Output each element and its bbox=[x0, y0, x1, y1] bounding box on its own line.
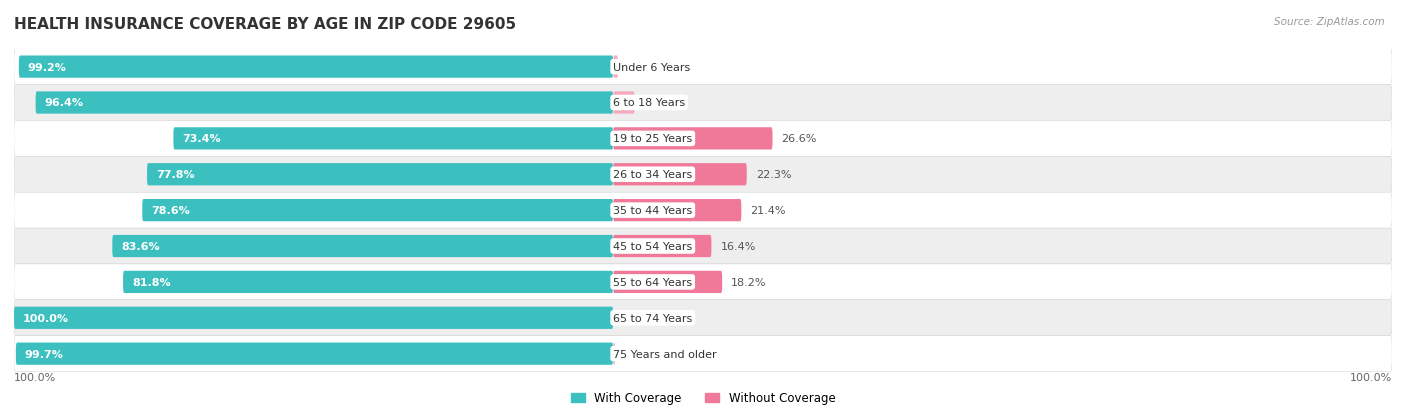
Text: Under 6 Years: Under 6 Years bbox=[613, 62, 690, 72]
Text: 22.3%: 22.3% bbox=[755, 170, 792, 180]
FancyBboxPatch shape bbox=[18, 56, 613, 78]
FancyBboxPatch shape bbox=[613, 128, 772, 150]
Text: 78.6%: 78.6% bbox=[152, 206, 190, 216]
Text: 3.6%: 3.6% bbox=[644, 98, 672, 108]
Text: 16.4%: 16.4% bbox=[720, 242, 756, 252]
Text: 75 Years and older: 75 Years and older bbox=[613, 349, 717, 359]
Text: 99.2%: 99.2% bbox=[28, 62, 66, 72]
Text: Source: ZipAtlas.com: Source: ZipAtlas.com bbox=[1274, 17, 1385, 26]
FancyBboxPatch shape bbox=[112, 235, 613, 258]
FancyBboxPatch shape bbox=[14, 85, 1392, 121]
FancyBboxPatch shape bbox=[173, 128, 613, 150]
FancyBboxPatch shape bbox=[613, 199, 741, 222]
FancyBboxPatch shape bbox=[613, 343, 616, 365]
Text: 6 to 18 Years: 6 to 18 Years bbox=[613, 98, 685, 108]
FancyBboxPatch shape bbox=[613, 92, 634, 114]
FancyBboxPatch shape bbox=[613, 164, 747, 186]
Text: 26.6%: 26.6% bbox=[782, 134, 817, 144]
FancyBboxPatch shape bbox=[15, 343, 613, 365]
Text: 96.4%: 96.4% bbox=[45, 98, 83, 108]
Text: 99.7%: 99.7% bbox=[25, 349, 63, 359]
Legend: With Coverage, Without Coverage: With Coverage, Without Coverage bbox=[571, 392, 835, 404]
FancyBboxPatch shape bbox=[14, 193, 1392, 228]
FancyBboxPatch shape bbox=[14, 228, 1392, 264]
FancyBboxPatch shape bbox=[35, 92, 613, 114]
Text: 83.6%: 83.6% bbox=[121, 242, 160, 252]
FancyBboxPatch shape bbox=[613, 235, 711, 258]
Text: 81.8%: 81.8% bbox=[132, 277, 170, 287]
FancyBboxPatch shape bbox=[14, 307, 613, 329]
Text: 26 to 34 Years: 26 to 34 Years bbox=[613, 170, 692, 180]
Text: 55 to 64 Years: 55 to 64 Years bbox=[613, 277, 692, 287]
FancyBboxPatch shape bbox=[148, 164, 613, 186]
FancyBboxPatch shape bbox=[14, 121, 1392, 157]
FancyBboxPatch shape bbox=[14, 50, 1392, 85]
Text: 0.81%: 0.81% bbox=[627, 62, 662, 72]
FancyBboxPatch shape bbox=[14, 300, 1392, 336]
Text: 77.8%: 77.8% bbox=[156, 170, 194, 180]
FancyBboxPatch shape bbox=[142, 199, 613, 222]
Text: 100.0%: 100.0% bbox=[1350, 372, 1392, 382]
Text: 100.0%: 100.0% bbox=[14, 372, 56, 382]
FancyBboxPatch shape bbox=[124, 271, 613, 293]
Text: HEALTH INSURANCE COVERAGE BY AGE IN ZIP CODE 29605: HEALTH INSURANCE COVERAGE BY AGE IN ZIP … bbox=[14, 17, 516, 31]
FancyBboxPatch shape bbox=[613, 56, 619, 78]
Text: 65 to 74 Years: 65 to 74 Years bbox=[613, 313, 692, 323]
Text: 35 to 44 Years: 35 to 44 Years bbox=[613, 206, 692, 216]
Text: 21.4%: 21.4% bbox=[751, 206, 786, 216]
FancyBboxPatch shape bbox=[14, 336, 1392, 372]
Text: 100.0%: 100.0% bbox=[22, 313, 69, 323]
FancyBboxPatch shape bbox=[14, 157, 1392, 193]
FancyBboxPatch shape bbox=[613, 271, 723, 293]
Text: 45 to 54 Years: 45 to 54 Years bbox=[613, 242, 692, 252]
FancyBboxPatch shape bbox=[14, 264, 1392, 300]
Text: 18.2%: 18.2% bbox=[731, 277, 766, 287]
Text: 0.35%: 0.35% bbox=[624, 349, 659, 359]
Text: 0.0%: 0.0% bbox=[621, 313, 651, 323]
Text: 73.4%: 73.4% bbox=[183, 134, 221, 144]
Text: 19 to 25 Years: 19 to 25 Years bbox=[613, 134, 692, 144]
